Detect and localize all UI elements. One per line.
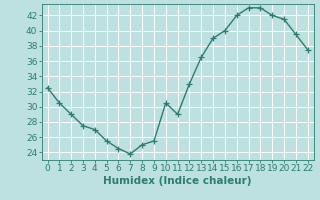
X-axis label: Humidex (Indice chaleur): Humidex (Indice chaleur): [103, 176, 252, 186]
